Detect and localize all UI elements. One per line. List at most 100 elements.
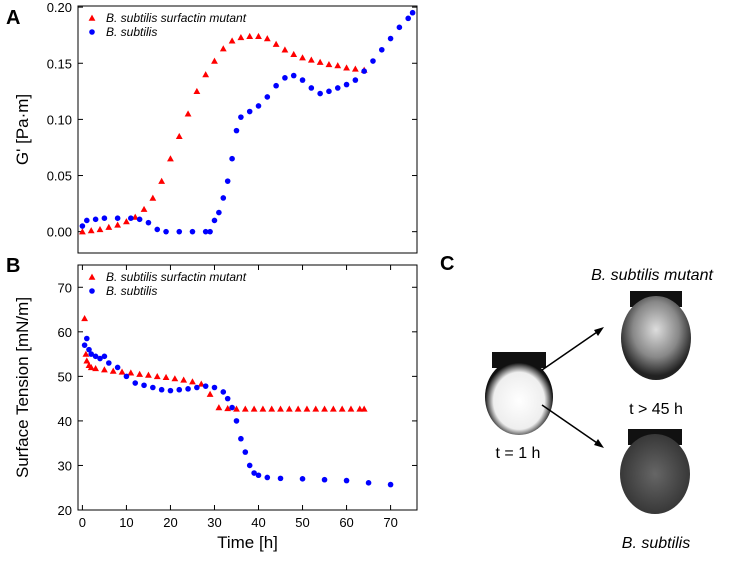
data-point (396, 24, 403, 31)
y-tick-label: 0.05 (47, 169, 72, 184)
data-point (285, 405, 293, 412)
data-point (220, 389, 227, 395)
data-point (167, 387, 174, 394)
data-point (118, 368, 126, 375)
data-point (277, 475, 284, 482)
data-point (238, 114, 244, 120)
data-point (149, 194, 157, 201)
data-point (88, 351, 95, 357)
data-point (241, 405, 249, 412)
y-tick-label: 60 (58, 325, 72, 340)
data-point (185, 386, 191, 392)
data-point (378, 46, 385, 53)
data-point (79, 223, 86, 229)
data-point (325, 60, 333, 68)
data-point (189, 378, 196, 385)
data-point (338, 405, 346, 412)
legend-label: B. subtilis (106, 284, 157, 298)
legend-marker (89, 29, 95, 35)
data-point (233, 418, 240, 424)
panel-label: A (6, 7, 20, 29)
data-point (92, 364, 100, 372)
data-point (251, 470, 257, 476)
data-point (268, 405, 276, 412)
data-point (215, 404, 223, 411)
data-point (316, 58, 324, 65)
data-point (171, 375, 179, 382)
data-point (326, 88, 332, 95)
data-point (387, 35, 394, 42)
data-point (246, 108, 253, 115)
y-tick-label: 0.10 (47, 112, 72, 127)
data-point (145, 219, 152, 226)
data-point (308, 85, 315, 91)
data-point (132, 380, 139, 386)
data-point (294, 405, 302, 412)
data-point (220, 195, 227, 201)
data-point (184, 110, 192, 117)
data-point (219, 45, 227, 52)
data-point (163, 228, 169, 235)
data-point (114, 221, 122, 228)
y-tick-label: 0.15 (47, 56, 72, 71)
data-point (281, 46, 289, 53)
data-point (343, 64, 350, 71)
data-point (238, 435, 244, 442)
data-point (175, 132, 183, 139)
data-point (114, 215, 121, 221)
data-point (101, 366, 108, 373)
data-point (176, 386, 183, 393)
x-tick-label: 10 (119, 515, 133, 530)
y-tick-label: 40 (58, 414, 72, 429)
x-tick-label: 30 (207, 515, 221, 530)
data-point (264, 474, 271, 481)
data-point (207, 228, 213, 235)
plot-frame (77, 5, 418, 254)
data-point (202, 228, 209, 235)
data-point (84, 217, 90, 224)
data-point (211, 384, 218, 391)
data-point (127, 369, 135, 376)
y-tick-label: 30 (58, 458, 72, 473)
data-point (84, 335, 90, 342)
data-point (343, 477, 350, 484)
data-point (242, 449, 249, 455)
data-point (123, 373, 130, 380)
caption: t = 1 h (496, 445, 541, 462)
data-point (154, 226, 161, 233)
data-point (343, 81, 350, 88)
x-tick-label: 20 (163, 515, 177, 530)
data-point (81, 342, 88, 348)
data-point (259, 405, 267, 412)
data-point (158, 386, 165, 393)
data-point (106, 360, 112, 366)
data-point (180, 376, 188, 383)
y-tick-label: 0.20 (47, 0, 72, 15)
data-point (347, 405, 355, 412)
data-point (352, 77, 359, 83)
x-axis-title: Time [h] (217, 533, 278, 552)
data-point (321, 476, 328, 483)
data-point (128, 215, 134, 221)
legend-marker (88, 14, 96, 21)
data-point (141, 382, 147, 389)
data-point (224, 178, 231, 184)
data-point (92, 353, 99, 360)
data-point (211, 217, 218, 224)
data-point (193, 87, 201, 95)
y-axis-title: Surface Tension [mN/m] (13, 297, 32, 478)
data-point (282, 75, 288, 81)
data-point (140, 205, 148, 212)
data-point (162, 373, 170, 380)
data-point (263, 35, 271, 42)
data-point (233, 405, 240, 412)
data-point (303, 405, 311, 412)
data-point (312, 405, 320, 412)
data-point (83, 357, 91, 364)
data-point (87, 364, 95, 371)
x-tick-label: 40 (251, 515, 265, 530)
droplet-photos (485, 291, 691, 514)
data-point (153, 372, 161, 380)
data-point (197, 380, 205, 387)
data-point (360, 405, 368, 412)
